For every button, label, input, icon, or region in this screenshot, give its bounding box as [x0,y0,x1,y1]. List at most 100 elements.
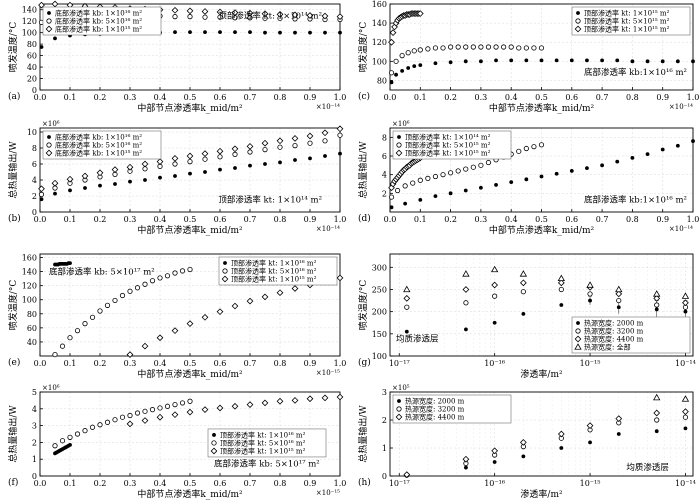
y-tick-label: 2 [32,438,37,447]
data-point [433,61,438,66]
data-point [278,160,282,165]
y-tick-label: 3 [382,388,387,397]
data-point [557,274,566,282]
legend-marker [222,268,228,274]
data-point [247,149,253,155]
data-point [404,304,410,310]
data-point [519,270,528,277]
data-point [172,270,178,276]
data-point [470,164,476,170]
data-point [336,125,344,133]
series-circle [38,132,343,197]
data-point [321,394,329,402]
series-diamond [403,408,689,478]
data-point [81,172,89,180]
data-point [586,281,594,288]
data-point [691,59,695,64]
series-dot [389,58,695,85]
data-point [470,44,476,50]
legend-marker [574,25,582,33]
data-point [464,327,468,332]
data-point [231,302,239,310]
panel-annotation: 顶部渗透率 kt: 1×10¹⁴ m² [218,195,322,206]
legend-label: 顶部渗透率 kt: 1×10¹⁵ m² [584,25,670,34]
data-point [653,294,661,302]
y-tick-label: 100 [22,29,37,38]
legend-label: 底部渗透率 kb: 5×10¹⁶ m² [55,141,142,150]
data-point [173,174,177,178]
x-tick-label: 10⁻¹⁶ [484,479,505,488]
data-point [173,30,177,34]
data-point [158,175,162,180]
data-point [38,1,45,9]
data-point [654,429,659,434]
data-point [675,59,680,64]
data-point [524,58,529,63]
data-point [653,409,661,417]
data-point [490,265,499,273]
data-point [425,46,431,52]
x-tick-label: 10⁻¹⁷ [389,359,410,368]
panel-g: 10⁻¹⁷ 10⁻¹⁶ 10⁻¹⁵ 10⁻¹⁴ 100 150 200 250 300 渗透率/m… [357,253,696,380]
legend-label: 底部渗透率 kb: 1×10¹⁵ m² [55,149,142,158]
data-point [479,185,483,190]
data-point [440,45,446,51]
x-tick-label: 0.7 [244,359,257,368]
data-point [681,395,690,402]
data-point [293,30,297,35]
x-tick-label: 0.7 [244,479,257,488]
x-tick-label: 0.6 [214,479,227,488]
y-tick-label: 200 [372,308,387,317]
data-point [447,44,454,50]
data-point [539,174,544,179]
data-point [187,266,193,273]
data-point [616,305,621,310]
legend-box [392,130,512,160]
data-point [127,412,133,419]
data-point [233,166,237,170]
data-point [654,417,660,423]
data-point [485,159,492,166]
x-tick-label: 0.4 [154,215,167,224]
data-point [156,334,164,342]
legend-box [42,130,162,160]
y-axis-title: 总热量输出/W [7,141,19,199]
x-tick-label: 0.7 [596,93,609,102]
data-point [600,163,604,168]
data-point [291,285,299,292]
data-point [171,327,179,335]
data-point [501,44,507,50]
data-point [293,158,297,162]
x-tick-label: 0.2 [94,215,107,224]
data-point [336,393,344,401]
x-tick-label: 1.0 [334,479,347,488]
data-point [519,439,527,446]
data-point [654,307,659,312]
legend-label: 顶部渗透率 kt: 5×10¹⁶ m² [231,267,317,276]
x-axis-title: 渗透率/m² [520,488,563,500]
data-point [585,58,589,63]
y-tick-label: 140 [372,19,387,28]
data-point [615,285,623,293]
data-point [66,175,74,183]
legend-label: 顶部渗透率 kt: 1×10¹⁵ m² [231,275,317,284]
y-tick-label: 4 [382,171,387,180]
legend-box [207,428,327,458]
series-diamond [126,393,344,428]
data-point [492,293,498,299]
x-axis-title: 渗透率/m² [520,368,563,380]
data-point [464,465,468,470]
x-tick-label: 0.8 [274,93,287,102]
y-tick-label: 40 [27,338,37,347]
data-point [306,395,314,403]
data-point [336,13,344,20]
x-tick-label: 0.1 [414,93,427,102]
x-exponent: ×10⁻¹⁴ [316,225,340,233]
panel-a: 0.0 0.1 0.2 0.3 0.4 0.5 0.6 0.7 0.8 0.9 1.0 0 20 40 60… [7,0,346,114]
data-point [157,275,163,281]
data-point [675,143,680,148]
y-tick-label: 2 [382,189,387,198]
y-tick-label: 80 [27,310,37,319]
data-point [448,60,453,65]
